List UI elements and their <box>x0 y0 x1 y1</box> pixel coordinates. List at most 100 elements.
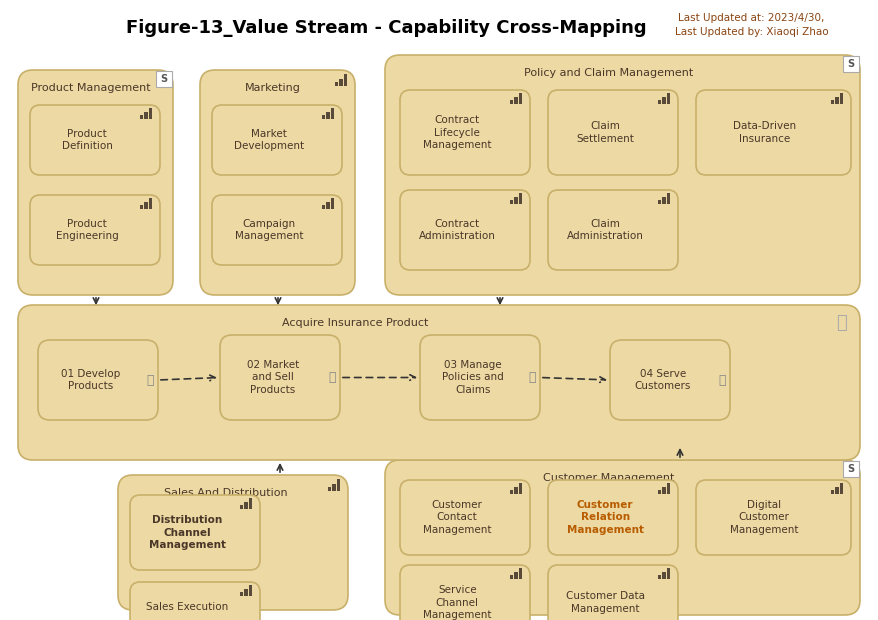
FancyBboxPatch shape <box>18 305 859 460</box>
Text: 〉: 〉 <box>146 373 154 386</box>
Bar <box>514 97 517 104</box>
FancyBboxPatch shape <box>118 475 348 610</box>
Text: Claim
Administration: Claim Administration <box>566 219 643 241</box>
Text: Customer Data
Management: Customer Data Management <box>565 591 644 614</box>
FancyBboxPatch shape <box>30 195 160 265</box>
FancyBboxPatch shape <box>695 90 850 175</box>
Bar <box>509 200 513 204</box>
Text: 〉: 〉 <box>528 371 535 384</box>
Bar <box>321 115 325 119</box>
Bar <box>834 97 838 104</box>
FancyBboxPatch shape <box>399 565 529 620</box>
Text: Sales And Distribution: Sales And Distribution <box>164 488 288 498</box>
FancyBboxPatch shape <box>155 71 172 87</box>
FancyBboxPatch shape <box>547 190 677 270</box>
Bar <box>140 115 143 119</box>
Bar <box>343 74 347 86</box>
Bar <box>830 100 833 104</box>
Text: Service
Channel
Management: Service Channel Management <box>422 585 491 620</box>
Text: S: S <box>161 74 168 84</box>
FancyBboxPatch shape <box>609 340 729 420</box>
Bar <box>509 100 513 104</box>
Text: Digital
Customer
Management: Digital Customer Management <box>729 500 797 535</box>
Bar <box>518 93 522 104</box>
Text: S: S <box>846 464 853 474</box>
Bar <box>514 572 517 579</box>
Bar <box>658 200 660 204</box>
Text: ⟐: ⟐ <box>836 314 846 332</box>
Bar <box>662 572 665 579</box>
Text: Distribution
Channel
Management: Distribution Channel Management <box>148 515 226 550</box>
Bar <box>148 198 152 209</box>
FancyBboxPatch shape <box>399 480 529 555</box>
Bar <box>326 202 329 209</box>
Bar <box>666 483 669 494</box>
Bar <box>244 590 248 596</box>
Bar <box>514 197 517 204</box>
FancyBboxPatch shape <box>842 461 858 477</box>
FancyBboxPatch shape <box>130 582 260 620</box>
Text: Customer
Relation
Management: Customer Relation Management <box>566 500 643 535</box>
Text: Market
Development: Market Development <box>234 129 304 151</box>
Bar <box>518 568 522 579</box>
Text: Product Management: Product Management <box>31 83 150 93</box>
FancyBboxPatch shape <box>200 70 355 295</box>
FancyBboxPatch shape <box>38 340 158 420</box>
FancyBboxPatch shape <box>842 56 858 72</box>
FancyBboxPatch shape <box>130 495 260 570</box>
Bar <box>326 112 329 119</box>
FancyBboxPatch shape <box>399 90 529 175</box>
Text: Marketing: Marketing <box>245 83 300 93</box>
Bar <box>514 487 517 494</box>
Bar <box>838 93 842 104</box>
Text: Last Updated by: Xiaoqi Zhao: Last Updated by: Xiaoqi Zhao <box>674 27 827 37</box>
Bar <box>666 568 669 579</box>
Bar <box>244 502 248 509</box>
Bar <box>330 198 334 209</box>
Text: Campaign
Management: Campaign Management <box>234 219 303 241</box>
Bar <box>666 93 669 104</box>
Bar <box>518 193 522 204</box>
Text: S: S <box>846 59 853 69</box>
FancyBboxPatch shape <box>399 190 529 270</box>
Bar <box>248 585 252 596</box>
FancyBboxPatch shape <box>695 480 850 555</box>
FancyBboxPatch shape <box>547 90 677 175</box>
Text: Acquire Insurance Product: Acquire Insurance Product <box>281 318 428 328</box>
Bar <box>662 97 665 104</box>
Text: 03 Manage
Policies and
Claims: 03 Manage Policies and Claims <box>442 360 503 395</box>
Text: Customer Management: Customer Management <box>542 473 673 483</box>
Bar <box>337 479 340 491</box>
Bar <box>658 575 660 579</box>
Text: Product
Definition: Product Definition <box>61 129 112 151</box>
Bar <box>658 490 660 494</box>
Text: 04 Serve
Customers: 04 Serve Customers <box>634 369 690 391</box>
Bar <box>144 112 148 119</box>
FancyBboxPatch shape <box>385 55 859 295</box>
Bar <box>144 202 148 209</box>
Text: Contract
Administration: Contract Administration <box>418 219 495 241</box>
FancyBboxPatch shape <box>220 335 340 420</box>
Bar <box>658 100 660 104</box>
Text: Product
Engineering: Product Engineering <box>56 219 119 241</box>
FancyBboxPatch shape <box>212 105 342 175</box>
Text: Contract
Lifecycle
Management: Contract Lifecycle Management <box>422 115 491 150</box>
Bar <box>509 490 513 494</box>
Bar <box>327 487 330 491</box>
Text: Policy and Claim Management: Policy and Claim Management <box>523 68 692 78</box>
Text: 〉: 〉 <box>717 373 725 386</box>
Bar <box>240 505 243 509</box>
Bar <box>666 193 669 204</box>
Bar <box>518 483 522 494</box>
Bar <box>830 490 833 494</box>
Text: Figure-13_Value Stream - Capability Cross-Mapping: Figure-13_Value Stream - Capability Cros… <box>126 19 646 37</box>
Bar <box>339 79 342 86</box>
Text: Claim
Settlement: Claim Settlement <box>576 122 633 144</box>
Bar <box>335 82 337 86</box>
Text: Data-Driven
Insurance: Data-Driven Insurance <box>731 122 795 144</box>
Bar <box>834 487 838 494</box>
Bar <box>321 205 325 209</box>
Bar <box>330 108 334 119</box>
Text: Sales Execution: Sales Execution <box>146 602 228 612</box>
FancyBboxPatch shape <box>547 480 677 555</box>
